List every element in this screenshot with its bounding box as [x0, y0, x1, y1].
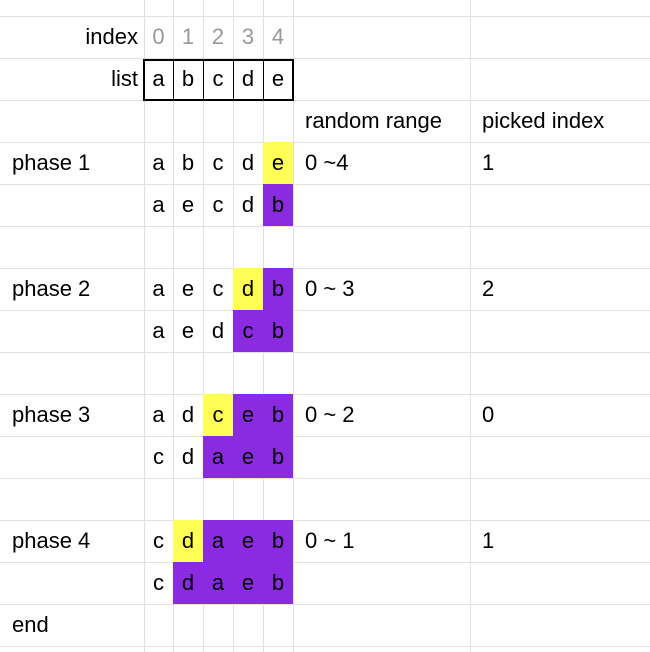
grid-line-vertical	[293, 0, 294, 652]
grid-line-horizontal	[0, 352, 650, 353]
grid-line-horizontal	[0, 646, 650, 647]
random-range-value[interactable]: 0 ~ 2	[305, 402, 355, 427]
phase-cell[interactable]: c	[212, 276, 224, 301]
grid-line-horizontal	[0, 394, 650, 395]
phase-cell[interactable]: a	[203, 436, 233, 478]
list-cell[interactable]: b	[181, 66, 195, 91]
grid-line-horizontal	[0, 478, 650, 479]
list-cell[interactable]: c	[212, 66, 224, 91]
index-cell[interactable]: 2	[211, 24, 225, 49]
index-cell[interactable]: 3	[241, 24, 255, 49]
grid-line-horizontal	[0, 16, 650, 17]
phase-cell[interactable]: c	[203, 394, 233, 436]
phase-cell[interactable]: a	[152, 318, 165, 343]
phase-cell[interactable]: d	[173, 562, 203, 604]
phase-cell[interactable]: d	[181, 402, 195, 427]
grid-line-vertical	[173, 0, 174, 652]
picked-index-value[interactable]: 1	[482, 528, 495, 553]
grid-line-horizontal	[0, 184, 650, 185]
grid-line-horizontal	[0, 604, 650, 605]
picked-index-header[interactable]: picked index	[482, 108, 605, 133]
phase-cell[interactable]: c	[153, 570, 164, 595]
random-range-header[interactable]: random range	[305, 108, 442, 133]
picked-index-value[interactable]: 0	[482, 402, 495, 427]
index-cell[interactable]: 0	[152, 24, 165, 49]
list-label[interactable]: list	[111, 66, 138, 91]
picked-index-value[interactable]: 2	[482, 276, 495, 301]
list-separator	[173, 59, 174, 101]
grid-line-horizontal	[0, 310, 650, 311]
phase-cell[interactable]: a	[152, 150, 165, 175]
list-cell[interactable]: e	[271, 66, 285, 91]
phase-cell[interactable]: e	[263, 142, 293, 184]
phase-cell[interactable]: d	[211, 318, 225, 343]
phase-cell[interactable]: c	[212, 192, 224, 217]
phase-cell[interactable]: a	[203, 562, 233, 604]
list-separator	[263, 59, 264, 101]
phase-cell[interactable]: d	[181, 444, 195, 469]
phase-cell[interactable]: c	[212, 150, 224, 175]
random-range-value[interactable]: 0 ~4	[305, 150, 349, 175]
phase-cell[interactable]: c	[153, 528, 164, 553]
phase-cell[interactable]: e	[233, 436, 263, 478]
phase-cell[interactable]: b	[263, 310, 293, 352]
grid-line-horizontal	[0, 268, 650, 269]
grid-line-horizontal	[0, 436, 650, 437]
phase-cell[interactable]: d	[173, 520, 203, 562]
list-separator	[203, 59, 204, 101]
phase-cell[interactable]: b	[263, 520, 293, 562]
phase-cell[interactable]: b	[263, 268, 293, 310]
phase-cell[interactable]: c	[153, 444, 164, 469]
grid-line-vertical	[203, 0, 204, 652]
phase-cell[interactable]: d	[233, 268, 263, 310]
grid-line-horizontal	[0, 562, 650, 563]
grid-line-vertical	[470, 0, 471, 652]
phase-cell[interactable]: e	[181, 318, 195, 343]
list-separator	[233, 59, 234, 101]
phase-cell[interactable]: e	[233, 520, 263, 562]
grid-line-vertical	[144, 0, 145, 652]
grid-line-horizontal	[0, 58, 650, 59]
phase-cell[interactable]: a	[152, 276, 165, 301]
grid-line-horizontal	[0, 142, 650, 143]
phase-cell[interactable]: b	[181, 150, 195, 175]
phase-label[interactable]: phase 2	[12, 276, 91, 301]
phase-cell[interactable]: d	[241, 150, 255, 175]
phase-cell[interactable]: e	[181, 276, 195, 301]
end-label[interactable]: end	[12, 612, 49, 637]
phase-cell[interactable]: e	[233, 394, 263, 436]
grid-line-horizontal	[0, 226, 650, 227]
grid-line-horizontal	[0, 100, 650, 101]
picked-index-value[interactable]: 1	[482, 150, 495, 175]
phase-cell[interactable]: b	[263, 394, 293, 436]
phase-cell[interactable]: b	[263, 562, 293, 604]
phase-label[interactable]: phase 1	[12, 150, 91, 175]
phase-cell[interactable]: d	[241, 192, 255, 217]
phase-cell[interactable]: b	[263, 436, 293, 478]
phase-cell[interactable]: a	[152, 402, 165, 427]
random-range-value[interactable]: 0 ~ 1	[305, 528, 355, 553]
phase-cell[interactable]: a	[152, 192, 165, 217]
index-label[interactable]: index	[85, 24, 138, 49]
list-cell[interactable]: a	[152, 66, 165, 91]
phase-cell[interactable]: e	[233, 562, 263, 604]
index-cell[interactable]: 1	[181, 24, 195, 49]
phase-label[interactable]: phase 3	[12, 402, 91, 427]
phase-cell[interactable]: c	[233, 310, 263, 352]
phase-cell[interactable]: b	[263, 184, 293, 226]
random-range-value[interactable]: 0 ~ 3	[305, 276, 355, 301]
grid-line-horizontal	[0, 520, 650, 521]
phase-cell[interactable]: e	[181, 192, 195, 217]
index-cell[interactable]: 4	[271, 24, 285, 49]
phase-cell[interactable]: a	[203, 520, 233, 562]
list-cell[interactable]: d	[241, 66, 255, 91]
phase-label[interactable]: phase 4	[12, 528, 91, 553]
